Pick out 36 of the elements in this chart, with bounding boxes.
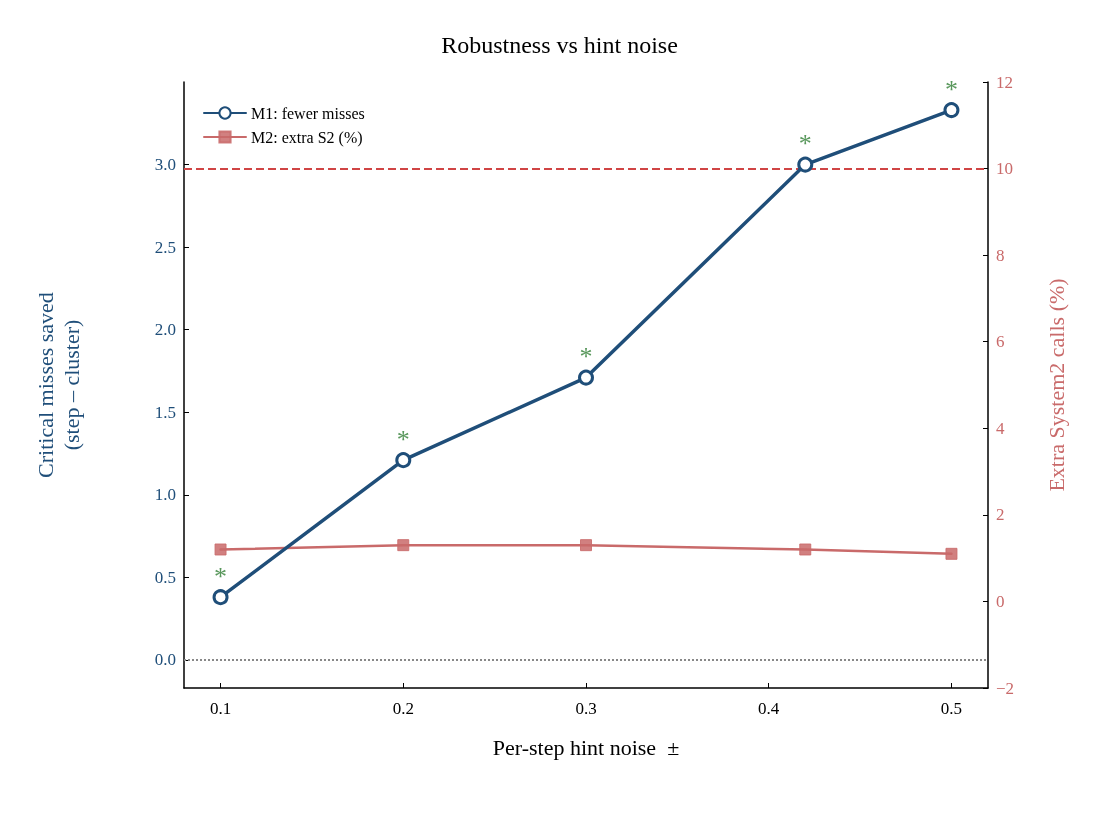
y-tick-label: 3.0 [154, 155, 176, 175]
legend-label: M2: extra S2 (%) [251, 128, 363, 147]
x-tick-label: 0.4 [758, 699, 780, 718]
y2-tick-label: 2 [996, 505, 1005, 525]
point [578, 369, 594, 386]
x-tick-label: 0.1 [209, 699, 232, 718]
x-tick-label: 0.2 [392, 699, 414, 718]
x-tick-label: 0.5 [940, 699, 963, 718]
y-tick-label: 1.0 [154, 485, 176, 505]
legend-label: M1: fewer misses [251, 104, 365, 122]
point [395, 452, 412, 469]
y-tick-label: 1.5 [154, 402, 176, 422]
y2-tick-label: −2 [996, 678, 1015, 698]
y2-tick-label: 0 [996, 591, 1005, 611]
y-tick-label: 2.5 [154, 237, 176, 257]
y2-tick-label: 8 [996, 245, 1005, 265]
y2-tick-label: 6 [996, 332, 1005, 352]
annotation: * [798, 129, 812, 159]
y-tick-label: 0.5 [154, 567, 176, 587]
x-axis-title: Per-step hint noise ± [492, 734, 680, 760]
y2-tick-label: 12 [996, 72, 1013, 92]
point [943, 102, 960, 119]
annotation: * [396, 424, 410, 454]
y2-tick-label: 4 [996, 418, 1005, 438]
point [212, 589, 229, 606]
y-tick-label: 2.0 [154, 320, 176, 340]
y-tick-label: 0.0 [154, 650, 176, 670]
y2-tick-label: 10 [996, 159, 1013, 179]
x-tick-label: 0.3 [575, 699, 597, 718]
annotation: * [579, 342, 593, 372]
chart-title: Robustness vs hint noise [441, 32, 678, 58]
annotation: * [944, 74, 958, 104]
y2-axis-title: Extra System2 calls (%) [1043, 278, 1069, 492]
annotation: * [214, 561, 228, 591]
point [797, 156, 814, 173]
y-axis-title: Critical misses saved (step – cluster) [32, 292, 84, 478]
